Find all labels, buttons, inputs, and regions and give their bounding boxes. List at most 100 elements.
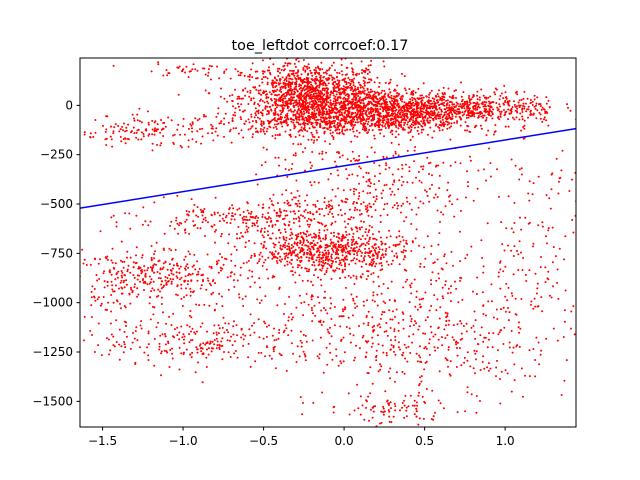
scatter-point [221,256,223,259]
scatter-point [331,212,334,215]
scatter-point [301,244,304,246]
scatter-point [487,96,490,99]
scatter-point [413,122,416,125]
scatter-point [301,279,304,282]
scatter-point [385,352,388,354]
scatter-point [498,331,501,334]
scatter-point [315,112,318,115]
scatter-point [242,221,245,224]
scatter-point [248,269,251,272]
scatter-point [380,115,383,118]
scatter-point [270,357,273,360]
scatter-point [443,104,446,107]
scatter-point [189,273,192,276]
scatter-point [246,228,248,231]
scatter-point [290,253,293,256]
scatter-point [248,78,251,81]
scatter-point [467,110,470,113]
scatter-point [136,287,139,290]
scatter-point [360,255,363,257]
scatter-point [132,126,135,129]
scatter-point [334,257,337,260]
scatter-point [353,135,356,137]
scatter-point [297,130,300,133]
scatter-point [445,107,448,109]
scatter-point [294,271,297,274]
scatter-point [394,124,397,127]
scatter-point [219,95,222,98]
scatter-point [330,223,333,226]
scatter-point [320,264,323,267]
scatter-point [320,222,323,225]
scatter-point [422,96,425,99]
scatter-point [283,93,285,95]
scatter-point [319,90,322,93]
scatter-point [251,275,254,278]
scatter-point [499,94,502,97]
scatter-point [358,73,361,75]
scatter-point [151,142,154,145]
scatter-point [418,391,420,394]
scatter-point [333,85,336,87]
scatter-point [368,91,371,94]
scatter-point [390,280,393,283]
scatter-point [289,81,292,84]
scatter-point [338,79,341,82]
scatter-point [197,273,200,276]
scatter-point [123,286,126,289]
scatter-point [388,96,391,99]
scatter-point [329,102,332,105]
scatter-point [428,353,431,356]
scatter-point [266,100,269,103]
scatter-point [322,253,325,256]
scatter-point [369,64,372,67]
scatter-point [256,262,259,265]
scatter-point [422,122,425,125]
scatter-point [379,108,382,111]
scatter-point [270,220,273,222]
scatter-point [191,127,193,130]
scatter-point [387,263,390,266]
scatter-point [318,113,321,116]
scatter-point [333,81,336,84]
scatter-point [340,104,343,107]
scatter-point [339,108,342,111]
scatter-point [308,85,311,88]
scatter-point [248,95,251,98]
scatter-point [356,121,359,124]
scatter-point [298,102,301,105]
scatter-point [258,336,261,339]
scatter-point [394,122,397,124]
scatter-point [133,337,136,340]
scatter-point [223,123,225,126]
scatter-point [285,236,288,239]
scatter-point [315,131,318,134]
scatter-point [191,351,194,354]
scatter-point [343,125,346,128]
scatter-point [345,83,348,86]
scatter-point [358,131,361,134]
scatter-point [348,101,351,104]
scatter-point [256,77,259,79]
scatter-point [389,131,392,134]
scatter-point [485,108,488,111]
scatter-point [425,106,428,109]
scatter-point [545,110,548,113]
scatter-point [519,327,522,330]
scatter-point [445,99,448,102]
scatter-point [283,201,286,204]
scatter-point [346,128,349,131]
scatter-point [384,250,387,252]
scatter-point [170,119,173,122]
scatter-point [475,124,478,127]
scatter-point [289,133,292,136]
scatter-point [137,266,140,268]
scatter-point [387,124,390,127]
scatter-point [204,219,207,222]
scatter-point [366,206,369,209]
scatter-point [311,74,314,77]
scatter-point [485,134,488,137]
scatter-point [445,115,448,118]
scatter-point [371,254,374,257]
scatter-point [419,106,422,109]
